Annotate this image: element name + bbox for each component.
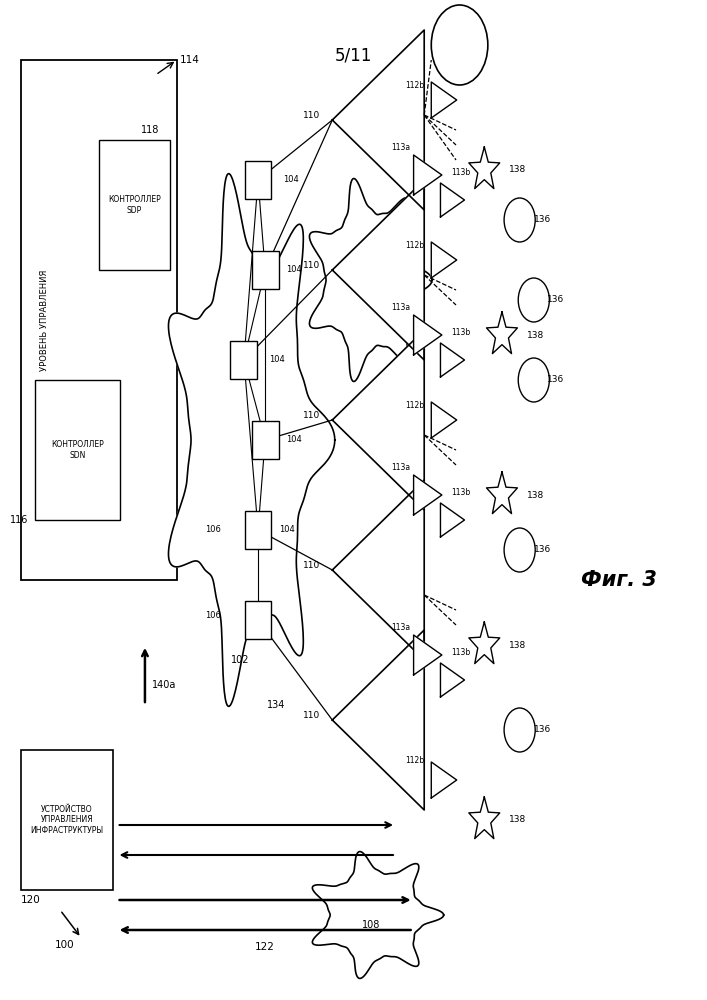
Polygon shape [414, 475, 442, 515]
Text: 136: 136 [534, 726, 551, 734]
Polygon shape [486, 472, 518, 514]
Bar [35, 380, 120, 520]
Text: 113b: 113b [451, 648, 470, 657]
Polygon shape [168, 174, 334, 706]
Polygon shape [431, 402, 457, 438]
Polygon shape [310, 179, 432, 381]
Text: 108: 108 [362, 920, 380, 930]
Text: 104: 104 [279, 526, 295, 534]
Polygon shape [431, 242, 457, 278]
Text: 138: 138 [509, 165, 526, 174]
Text: 134: 134 [267, 700, 285, 710]
Polygon shape [332, 330, 424, 510]
Polygon shape [431, 762, 457, 798]
Text: 104: 104 [269, 356, 284, 364]
Text: 106: 106 [205, 610, 221, 619]
Text: 136: 136 [547, 375, 563, 384]
Bar [230, 341, 257, 379]
Polygon shape [431, 82, 457, 118]
Text: 104: 104 [286, 436, 302, 444]
Polygon shape [414, 635, 442, 675]
Text: 113b: 113b [451, 488, 470, 497]
Text: 110: 110 [303, 560, 320, 570]
Bar [245, 601, 271, 639]
Text: 118: 118 [141, 125, 160, 135]
Bar [252, 421, 279, 459]
Text: 112b: 112b [405, 756, 424, 765]
Text: Фиг. 3: Фиг. 3 [580, 570, 657, 590]
Text: 113a: 113a [391, 623, 410, 632]
Text: 110: 110 [303, 260, 320, 269]
Text: 138: 138 [509, 816, 526, 824]
Text: 122: 122 [255, 942, 275, 952]
Text: 138: 138 [509, 641, 526, 650]
Text: КОНТРОЛЛЕР
SDP: КОНТРОЛЛЕР SDP [108, 195, 160, 215]
Text: 138: 138 [527, 490, 544, 499]
Bar [252, 251, 279, 289]
Polygon shape [332, 480, 424, 660]
Polygon shape [469, 797, 500, 839]
Text: 116: 116 [10, 515, 28, 525]
Polygon shape [414, 315, 442, 355]
Text: 113b: 113b [451, 328, 470, 337]
Text: 104: 104 [286, 265, 302, 274]
Text: 136: 136 [547, 296, 563, 304]
Bar [21, 750, 113, 890]
Text: 136: 136 [534, 216, 551, 225]
Bar [99, 140, 170, 270]
Text: 120: 120 [21, 895, 41, 905]
Polygon shape [312, 852, 444, 978]
Text: 112b: 112b [405, 401, 424, 410]
Polygon shape [486, 312, 518, 354]
Text: 113b: 113b [451, 168, 470, 177]
Text: 110: 110 [303, 410, 320, 420]
Text: 100: 100 [54, 940, 74, 950]
Text: 113a: 113a [391, 303, 410, 312]
Text: 136: 136 [534, 546, 551, 554]
Bar [21, 60, 177, 580]
Text: 112b: 112b [405, 241, 424, 250]
Bar [245, 161, 271, 199]
Text: 110: 110 [303, 710, 320, 720]
Text: УРОВЕНЬ УПРАВЛЕНИЯ: УРОВЕНЬ УПРАВЛЕНИЯ [40, 269, 49, 371]
Text: УСТРОЙСТВО
УПРАВЛЕНИЯ
ИНФРАСТРУКТУРЫ: УСТРОЙСТВО УПРАВЛЕНИЯ ИНФРАСТРУКТУРЫ [30, 805, 104, 835]
Text: 140a: 140a [152, 680, 176, 690]
Polygon shape [414, 155, 442, 195]
Text: 138: 138 [527, 330, 544, 340]
Text: КОНТРОЛЛЕР
SDN: КОНТРОЛЛЕР SDN [52, 440, 104, 460]
Polygon shape [440, 183, 464, 217]
Text: 5/11: 5/11 [335, 46, 372, 64]
Text: 102: 102 [231, 655, 250, 665]
Polygon shape [469, 147, 500, 189]
Text: 113a: 113a [391, 463, 410, 472]
Polygon shape [440, 503, 464, 537]
Polygon shape [440, 663, 464, 697]
Text: 104: 104 [283, 176, 298, 184]
Polygon shape [332, 180, 424, 360]
Bar [245, 511, 271, 549]
Text: 112b: 112b [405, 81, 424, 90]
Text: 114: 114 [180, 55, 200, 65]
Text: 113a: 113a [391, 143, 410, 152]
Polygon shape [469, 622, 500, 664]
Polygon shape [440, 343, 464, 377]
Polygon shape [332, 30, 424, 210]
Text: 106: 106 [205, 526, 221, 534]
Text: 110: 110 [303, 110, 320, 119]
Polygon shape [332, 630, 424, 810]
